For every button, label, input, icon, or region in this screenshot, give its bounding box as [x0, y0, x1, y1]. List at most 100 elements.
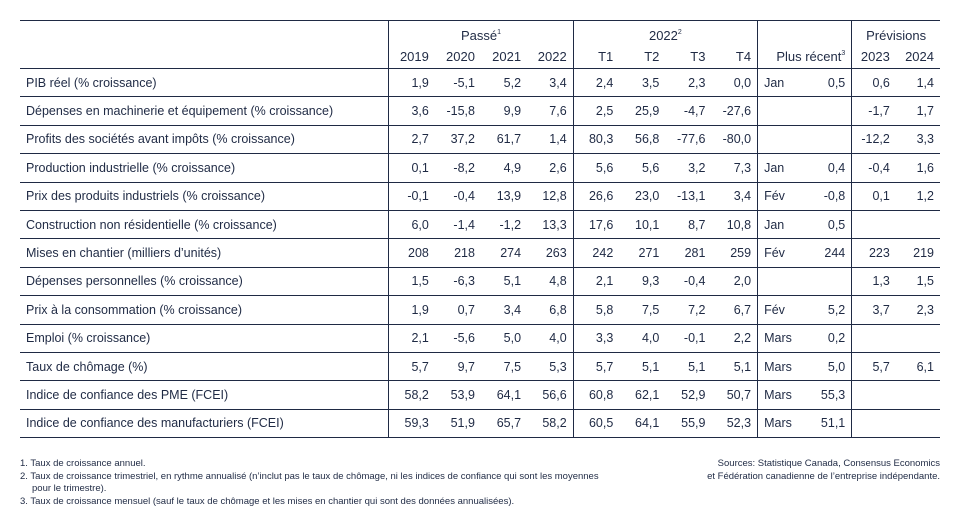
cell-recent-month: Jan: [757, 67, 806, 97]
cell-quarter: -80,0: [711, 124, 758, 154]
table-row: Dépenses personnelles (% croissance) 1,5 -…: [20, 266, 940, 296]
cell-past: 3,4: [480, 295, 528, 325]
economic-indicators-table: Passé1 20222 Prévisions 2019 2020 2021 2…: [20, 20, 940, 439]
cell-past: 208: [388, 238, 435, 268]
cell-quarter: 62,1: [619, 380, 666, 410]
cell-past: 56,6: [527, 380, 574, 410]
cell-past: 0,1: [388, 153, 435, 183]
cell-forecast: 0,6: [851, 67, 896, 97]
cell-past: -0,1: [388, 181, 435, 211]
footnote: 1. Taux de croissance annuel.: [20, 458, 146, 469]
table-row: Production industrielle (% croissance) 0,…: [20, 153, 940, 183]
cell-past: 6,8: [527, 295, 574, 325]
sources-line: Sources: Statistique Canada, Consensus E…: [717, 458, 940, 469]
cell-quarter: 55,9: [665, 408, 712, 439]
row-label: Prix à la consommation (% croissance): [20, 295, 389, 325]
cell-past: 1,9: [388, 67, 435, 97]
cell-quarter: -27,6: [711, 96, 758, 126]
cell-quarter: -77,6: [665, 124, 712, 154]
cell-quarter: 2,1: [572, 266, 620, 296]
col-header: 2024: [895, 44, 940, 69]
table-row: Indice de confiance des PME (FCEI) 58,2 53…: [20, 380, 940, 410]
cell-recent-value: 0,5: [805, 67, 852, 97]
col-header: T2: [619, 44, 666, 69]
cell-forecast: [895, 323, 940, 353]
cell-quarter: 10,8: [711, 209, 758, 239]
cell-forecast: -1,7: [851, 96, 896, 126]
cell-past: 51,9: [434, 408, 481, 439]
cell-quarter: 80,3: [572, 124, 620, 154]
cell-past: 12,8: [527, 181, 574, 211]
cell-past: 9,7: [434, 351, 481, 381]
cell-forecast: 1,6: [895, 153, 940, 183]
cell-recent-value: 5,0: [805, 351, 852, 381]
col-header: 2023: [851, 44, 896, 69]
cell-quarter: 2,4: [572, 67, 620, 97]
cell-recent-month: Fév: [757, 295, 806, 325]
row-label: Indice de confiance des PME (FCEI): [20, 380, 389, 410]
cell-quarter: 5,1: [665, 351, 712, 381]
cell-recent-value: 0,4: [805, 153, 852, 183]
header-blank: [20, 20, 389, 44]
cell-forecast: 2,3: [895, 295, 940, 325]
col-header: T4: [711, 44, 758, 69]
table-row: Profits des sociétés avant impôts (% cro…: [20, 124, 940, 154]
cell-recent-month: Jan: [757, 153, 806, 183]
row-label: Emploi (% croissance): [20, 323, 389, 353]
cell-forecast: -0,4: [851, 153, 896, 183]
cell-forecast: [851, 209, 896, 239]
sources-note: Sources: Statistique Canada, Consensus E…: [620, 458, 940, 483]
cell-quarter: 3,5: [619, 67, 666, 97]
cell-recent-value: [805, 124, 852, 154]
cell-past: 7,6: [527, 96, 574, 126]
header-blank-2: [20, 44, 389, 69]
table-row: PIB réel (% croissance) 1,9 -5,1 5,2 3,4 2,4 3…: [20, 67, 940, 97]
cell-past: 58,2: [388, 380, 435, 410]
cell-recent-month: [757, 96, 806, 126]
cell-past: 9,9: [480, 96, 528, 126]
cell-past: -5,1: [434, 67, 481, 97]
cell-past: 59,3: [388, 408, 435, 439]
cell-past: 65,7: [480, 408, 528, 439]
cell-quarter: 26,6: [572, 181, 620, 211]
cell-past: 2,7: [388, 124, 435, 154]
cell-forecast: -12,2: [851, 124, 896, 154]
cell-forecast: [895, 380, 940, 410]
row-label: Prix des produits industriels (% croissa…: [20, 181, 389, 211]
cell-past: 61,7: [480, 124, 528, 154]
col-header: T1: [572, 44, 620, 69]
footnote: 3. Taux de croissance mensuel (sauf le t…: [20, 495, 515, 507]
cell-recent-month: Fév: [757, 181, 806, 211]
cell-forecast: 1,5: [895, 266, 940, 296]
cell-past: 0,7: [434, 295, 481, 325]
cell-past: 2,1: [388, 323, 435, 353]
cell-forecast: 1,4: [895, 67, 940, 97]
cell-past: 218: [434, 238, 481, 268]
cell-quarter: 2,5: [572, 96, 620, 126]
cell-past: 37,2: [434, 124, 481, 154]
row-label: Dépenses personnelles (% croissance): [20, 266, 389, 296]
cell-quarter: -0,1: [665, 323, 712, 353]
cell-recent-value: 5,2: [805, 295, 852, 325]
cell-quarter: 25,9: [619, 96, 666, 126]
cell-past: 58,2: [527, 408, 574, 439]
cell-recent-value: 244: [805, 238, 852, 268]
cell-recent-value: 51,1: [805, 408, 852, 439]
cell-quarter: 5,6: [572, 153, 620, 183]
cell-past: 3,6: [388, 96, 435, 126]
cell-recent-value: 55,3: [805, 380, 852, 410]
cell-forecast: 1,2: [895, 181, 940, 211]
cell-quarter: -0,4: [665, 266, 712, 296]
cell-past: 3,4: [527, 67, 574, 97]
row-label: PIB réel (% croissance): [20, 67, 389, 97]
cell-recent-value: [805, 96, 852, 126]
cell-past: 13,3: [527, 209, 574, 239]
cell-forecast: 0,1: [851, 181, 896, 211]
cell-recent-month: Mars: [757, 351, 806, 381]
cell-quarter: 7,3: [711, 153, 758, 183]
cell-quarter: 3,3: [572, 323, 620, 353]
cell-forecast: [851, 323, 896, 353]
row-label: Dépenses en machinerie et équipement (% …: [20, 96, 389, 126]
cell-quarter: 242: [572, 238, 620, 268]
